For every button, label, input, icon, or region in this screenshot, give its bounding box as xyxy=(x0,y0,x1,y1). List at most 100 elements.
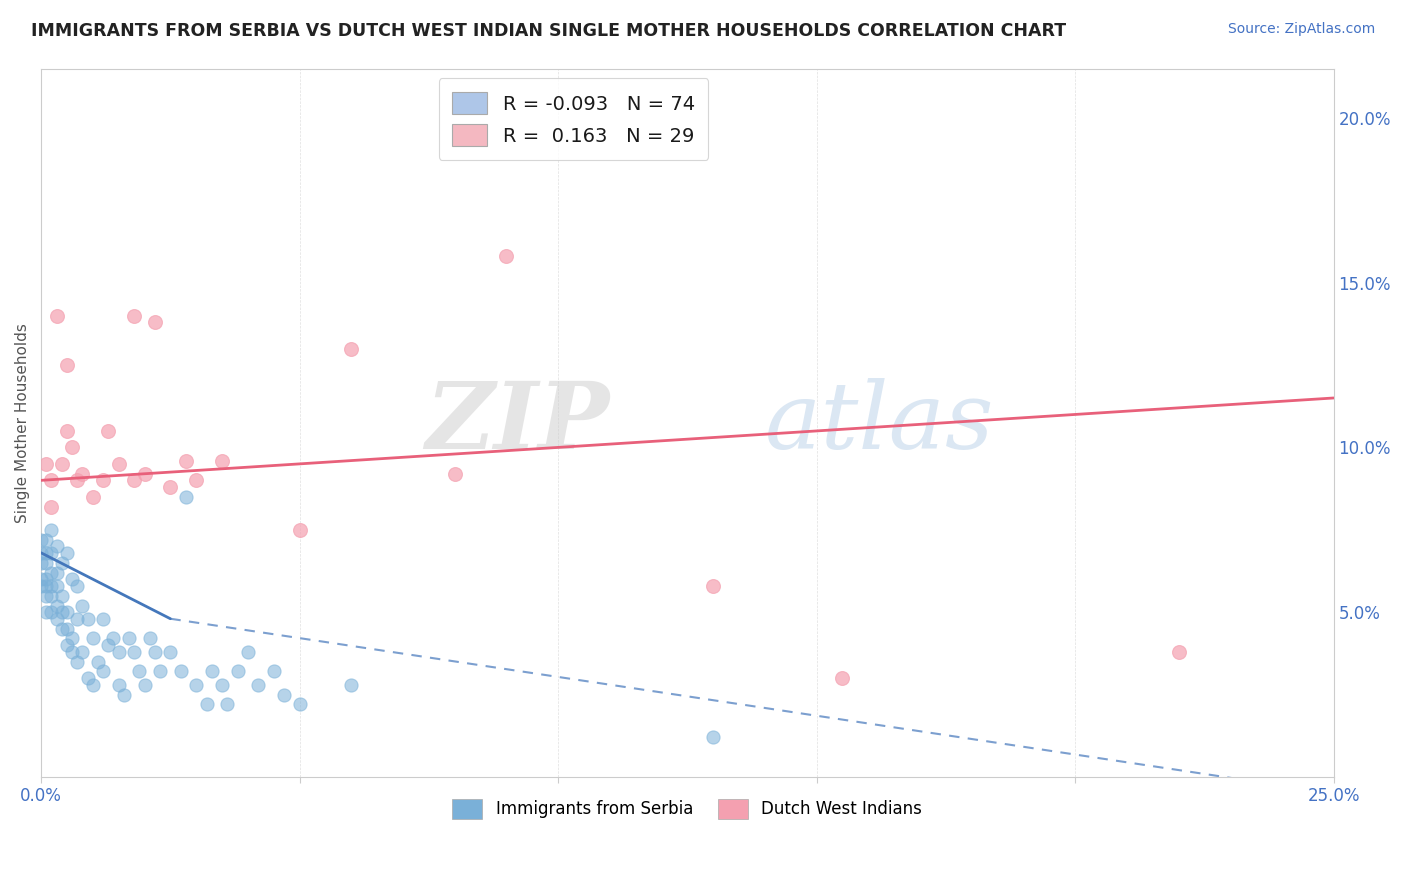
Point xyxy=(143,645,166,659)
Point xyxy=(30,579,52,593)
Point xyxy=(35,605,58,619)
Point xyxy=(35,546,58,560)
Point xyxy=(56,546,79,560)
Point xyxy=(1167,645,1189,659)
Point xyxy=(51,556,73,570)
Point xyxy=(60,632,83,646)
Point xyxy=(35,579,58,593)
Text: IMMIGRANTS FROM SERBIA VS DUTCH WEST INDIAN SINGLE MOTHER HOUSEHOLDS CORRELATION: IMMIGRANTS FROM SERBIA VS DUTCH WEST IND… xyxy=(31,22,1066,40)
Point xyxy=(51,605,73,619)
Point xyxy=(35,533,58,547)
Point xyxy=(217,698,239,712)
Point xyxy=(35,457,58,471)
Point xyxy=(134,678,156,692)
Point xyxy=(134,467,156,481)
Point xyxy=(91,665,114,679)
Point xyxy=(82,678,104,692)
Point xyxy=(112,688,135,702)
Point xyxy=(41,523,63,537)
Point xyxy=(45,309,67,323)
Point xyxy=(30,533,52,547)
Point xyxy=(45,566,67,580)
Point xyxy=(56,424,79,438)
Point xyxy=(122,309,145,323)
Point xyxy=(35,589,58,603)
Point xyxy=(45,599,67,613)
Point xyxy=(97,638,120,652)
Point xyxy=(82,490,104,504)
Point xyxy=(186,678,208,692)
Point xyxy=(51,589,73,603)
Point xyxy=(174,453,197,467)
Point xyxy=(60,441,83,455)
Point xyxy=(159,645,181,659)
Point xyxy=(247,678,270,692)
Point xyxy=(195,698,218,712)
Point xyxy=(107,457,129,471)
Point xyxy=(97,424,120,438)
Point xyxy=(211,453,233,467)
Point xyxy=(56,605,79,619)
Point xyxy=(288,523,311,537)
Text: ZIP: ZIP xyxy=(426,377,610,467)
Point xyxy=(340,342,363,356)
Point xyxy=(91,474,114,488)
Point xyxy=(122,474,145,488)
Point xyxy=(128,665,150,679)
Point xyxy=(118,632,141,646)
Point xyxy=(76,671,98,685)
Y-axis label: Single Mother Households: Single Mother Households xyxy=(15,323,30,523)
Text: Source: ZipAtlas.com: Source: ZipAtlas.com xyxy=(1227,22,1375,37)
Point xyxy=(122,645,145,659)
Point xyxy=(72,645,94,659)
Text: atlas: atlas xyxy=(765,377,994,467)
Point xyxy=(226,665,249,679)
Point xyxy=(66,579,89,593)
Point xyxy=(45,539,67,553)
Point xyxy=(288,698,311,712)
Point xyxy=(186,474,208,488)
Point xyxy=(66,612,89,626)
Point xyxy=(170,665,193,679)
Point xyxy=(41,579,63,593)
Point xyxy=(51,622,73,636)
Point xyxy=(66,655,89,669)
Point xyxy=(82,632,104,646)
Point xyxy=(702,579,724,593)
Point xyxy=(143,315,166,329)
Point xyxy=(41,546,63,560)
Point xyxy=(30,572,52,586)
Point xyxy=(56,622,79,636)
Point xyxy=(72,599,94,613)
Point xyxy=(174,490,197,504)
Point xyxy=(211,678,233,692)
Point xyxy=(35,572,58,586)
Point xyxy=(340,678,363,692)
Point xyxy=(87,655,110,669)
Point xyxy=(60,645,83,659)
Point xyxy=(831,671,853,685)
Point xyxy=(149,665,172,679)
Point xyxy=(66,474,89,488)
Point xyxy=(41,500,63,514)
Point xyxy=(273,688,295,702)
Point xyxy=(56,358,79,372)
Point xyxy=(107,645,129,659)
Point xyxy=(103,632,125,646)
Point xyxy=(45,579,67,593)
Point xyxy=(91,612,114,626)
Point xyxy=(35,556,58,570)
Point xyxy=(41,589,63,603)
Point xyxy=(443,467,465,481)
Point xyxy=(41,474,63,488)
Point xyxy=(159,480,181,494)
Point xyxy=(495,249,517,263)
Point xyxy=(76,612,98,626)
Point xyxy=(41,605,63,619)
Point xyxy=(30,556,52,570)
Legend: Immigrants from Serbia, Dutch West Indians: Immigrants from Serbia, Dutch West India… xyxy=(446,793,929,825)
Point xyxy=(41,566,63,580)
Point xyxy=(45,612,67,626)
Point xyxy=(702,731,724,745)
Point xyxy=(60,572,83,586)
